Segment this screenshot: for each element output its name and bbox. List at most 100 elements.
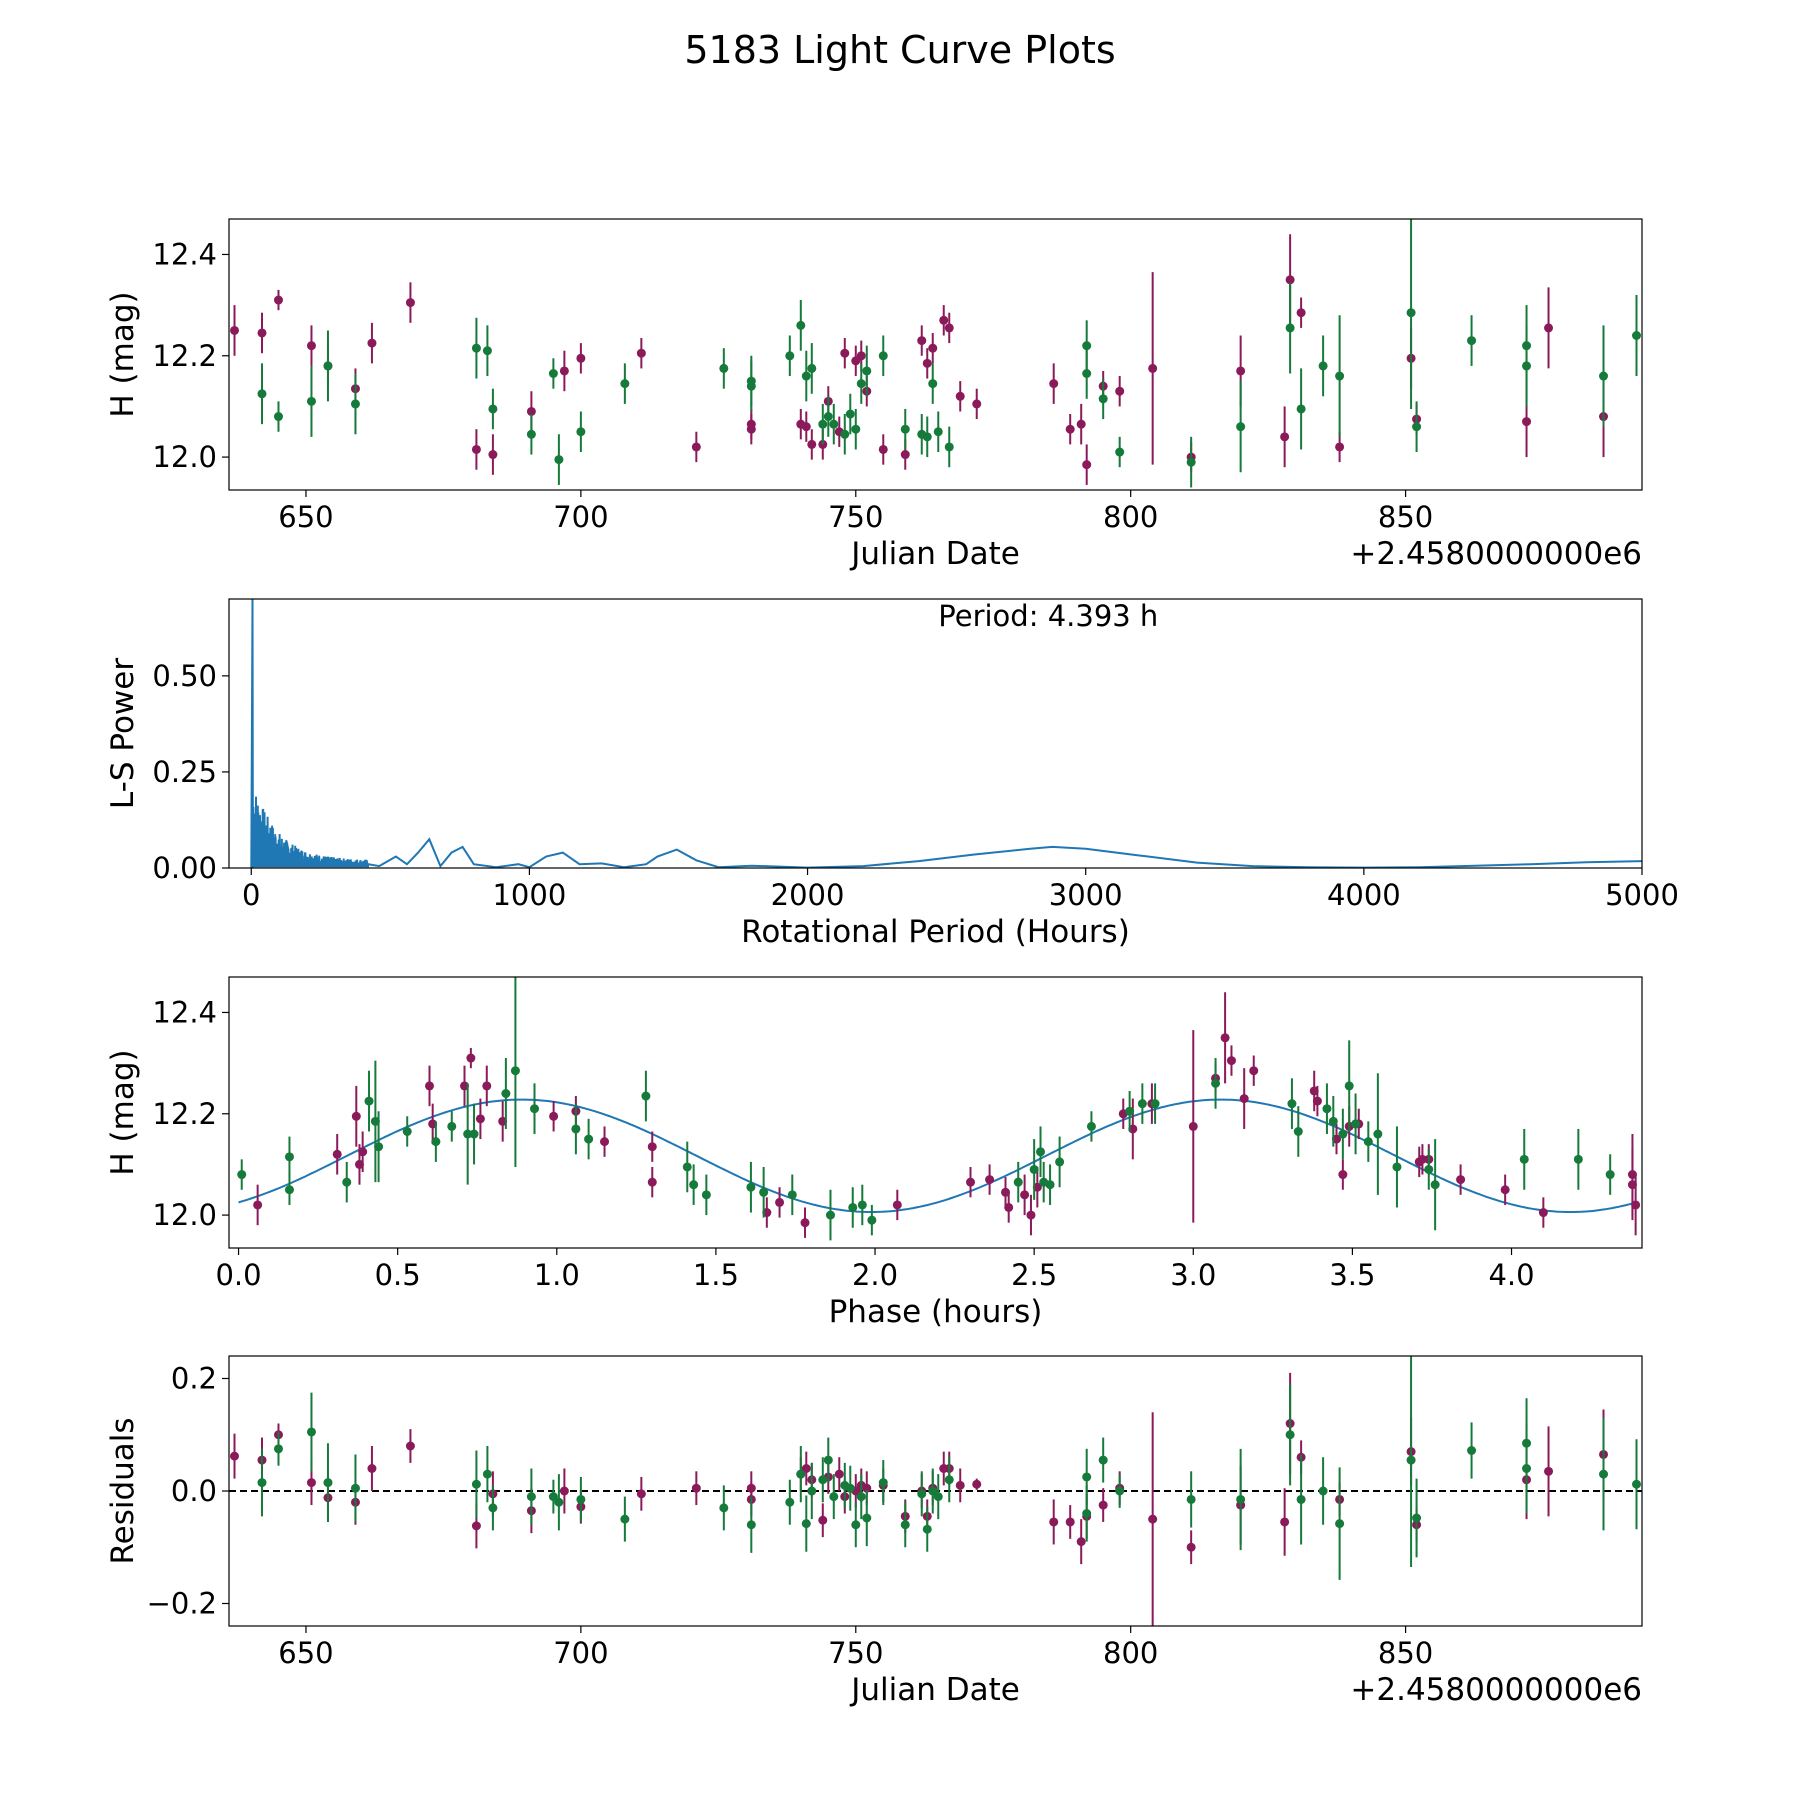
x-tick-label: 3.0 xyxy=(1170,1258,1216,1292)
data-point xyxy=(306,1392,316,1472)
data-point xyxy=(1406,1356,1416,1567)
data-point xyxy=(1026,1194,1036,1236)
point-marker xyxy=(1098,1455,1108,1465)
point-marker xyxy=(939,315,949,325)
data-point xyxy=(257,312,267,354)
data-point xyxy=(851,408,861,450)
point-marker xyxy=(928,1486,938,1496)
point-marker xyxy=(840,429,850,439)
data-point xyxy=(944,426,954,468)
lightcurve-plot-area xyxy=(229,219,1642,488)
point-marker xyxy=(807,363,817,373)
y-tick-label: 0.2 xyxy=(171,1362,217,1396)
point-marker xyxy=(878,444,888,454)
data-point xyxy=(1373,1073,1383,1195)
data-point xyxy=(367,322,377,364)
point-marker xyxy=(405,1441,415,1451)
data-point xyxy=(825,1189,835,1241)
x-tick-label: 3000 xyxy=(1049,878,1123,912)
point-marker xyxy=(922,1524,932,1534)
data-point xyxy=(548,358,558,389)
point-marker xyxy=(1293,1126,1303,1136)
point-marker xyxy=(917,1489,927,1499)
data-point xyxy=(818,403,828,445)
point-marker xyxy=(257,328,267,338)
point-marker xyxy=(801,1519,811,1529)
point-marker xyxy=(1020,1190,1030,1200)
data-point xyxy=(636,1476,646,1511)
point-marker xyxy=(1082,368,1092,378)
data-point xyxy=(922,348,932,379)
point-marker xyxy=(1236,366,1246,376)
data-point xyxy=(1148,1412,1158,1626)
point-marker xyxy=(471,1479,481,1489)
x-offset-label: +2.4580000000e6 xyxy=(1350,536,1642,572)
point-marker xyxy=(1186,457,1196,467)
x-tick-label: 650 xyxy=(278,500,333,534)
data-point xyxy=(1424,1149,1434,1190)
point-marker xyxy=(1239,1094,1249,1104)
point-marker xyxy=(1335,442,1345,452)
data-point xyxy=(554,434,564,485)
x-tick-label: 1.5 xyxy=(693,1258,739,1292)
point-marker xyxy=(431,1137,441,1147)
data-point xyxy=(554,1474,564,1531)
data-point xyxy=(939,305,949,336)
point-marker xyxy=(620,379,630,389)
magenta-series xyxy=(229,1372,1609,1626)
point-marker xyxy=(682,1162,692,1172)
data-point xyxy=(917,325,927,356)
data-point xyxy=(1467,315,1477,366)
data-point xyxy=(257,1448,267,1517)
point-marker xyxy=(358,1147,368,1157)
point-marker xyxy=(1318,361,1328,371)
y-axis-label: L-S Power xyxy=(105,658,141,809)
data-point xyxy=(1296,297,1306,328)
data-point xyxy=(1412,1478,1422,1558)
data-point xyxy=(1249,1055,1259,1086)
data-point xyxy=(917,1471,927,1517)
data-point xyxy=(350,1454,360,1522)
data-point xyxy=(691,431,701,463)
x-axis-label: Julian Date xyxy=(849,536,1020,572)
point-marker xyxy=(801,371,811,381)
y-tick-label: 12.0 xyxy=(152,1198,217,1232)
data-point xyxy=(840,338,850,369)
x-tick-label: 1000 xyxy=(492,878,566,912)
lightcurve-panel: 650 700 750 800 850 12.0 12.2 12.4 Julian Date H … xyxy=(105,218,1643,572)
data-point xyxy=(620,363,630,404)
point-marker xyxy=(257,1478,267,1488)
y-tick-label: 12.2 xyxy=(152,339,217,373)
data-point xyxy=(323,1443,333,1522)
point-marker xyxy=(1082,1509,1092,1518)
point-marker xyxy=(501,1089,511,1099)
point-marker xyxy=(746,376,756,386)
data-point xyxy=(1285,282,1295,374)
data-point xyxy=(488,388,498,430)
y-tick-label: 12.4 xyxy=(152,995,217,1029)
data-point xyxy=(1573,1128,1583,1190)
data-point xyxy=(1632,294,1642,377)
data-point xyxy=(878,335,888,377)
point-marker xyxy=(1632,1479,1642,1489)
data-point xyxy=(801,1495,811,1552)
point-marker xyxy=(1632,331,1642,341)
point-marker xyxy=(1544,323,1554,333)
green-series xyxy=(257,1356,1642,1580)
point-marker xyxy=(689,1180,699,1190)
data-point xyxy=(867,1204,877,1236)
point-marker xyxy=(273,1444,283,1454)
data-point xyxy=(928,332,938,364)
point-marker xyxy=(1280,1517,1290,1527)
data-point xyxy=(1148,272,1158,465)
data-point xyxy=(1020,1174,1030,1216)
point-marker xyxy=(1363,1137,1373,1147)
point-marker xyxy=(237,1170,247,1180)
point-marker xyxy=(691,442,701,452)
point-marker xyxy=(787,1190,797,1200)
data-point xyxy=(1335,315,1345,437)
data-point xyxy=(1055,1136,1065,1188)
point-marker xyxy=(1098,394,1108,404)
data-point xyxy=(1456,1164,1466,1195)
y-axis-label: H (mag) xyxy=(105,291,141,417)
